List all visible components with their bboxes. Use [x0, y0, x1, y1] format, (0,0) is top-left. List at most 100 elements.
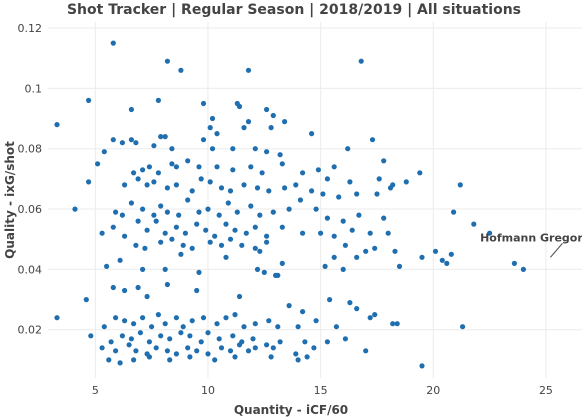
data-point[interactable]	[140, 315, 146, 321]
data-point[interactable]	[295, 324, 301, 330]
data-point[interactable]	[113, 348, 119, 354]
data-point[interactable]	[203, 227, 209, 233]
data-point[interactable]	[178, 67, 184, 73]
data-point[interactable]	[282, 185, 288, 191]
data-point[interactable]	[313, 206, 319, 212]
data-point[interactable]	[189, 245, 195, 251]
data-point[interactable]	[88, 333, 94, 339]
data-point[interactable]	[444, 260, 450, 266]
data-point[interactable]	[372, 312, 378, 318]
data-point[interactable]	[86, 179, 92, 185]
data-point[interactable]	[520, 266, 527, 272]
data-point[interactable]	[387, 185, 394, 191]
data-point[interactable]	[268, 125, 274, 131]
data-point[interactable]	[264, 233, 270, 239]
data-point[interactable]	[331, 233, 337, 239]
data-point[interactable]	[487, 230, 493, 236]
data-point[interactable]	[279, 224, 285, 230]
data-point[interactable]	[241, 125, 247, 131]
data-point[interactable]	[214, 131, 220, 137]
data-point[interactable]	[122, 287, 128, 294]
data-point[interactable]	[367, 315, 373, 321]
data-point[interactable]	[198, 339, 204, 345]
data-point[interactable]	[324, 176, 330, 182]
data-point[interactable]	[460, 324, 466, 330]
data-point[interactable]	[189, 318, 195, 324]
data-point[interactable]	[234, 209, 240, 215]
data-point[interactable]	[86, 97, 92, 103]
data-point[interactable]	[205, 351, 211, 357]
data-point[interactable]	[200, 100, 207, 107]
data-point[interactable]	[151, 179, 157, 185]
data-point[interactable]	[250, 336, 256, 342]
data-point[interactable]	[345, 146, 351, 152]
data-point[interactable]	[259, 170, 265, 176]
data-point[interactable]	[354, 191, 360, 197]
data-point[interactable]	[342, 336, 348, 342]
data-point[interactable]	[135, 176, 141, 182]
data-point[interactable]	[133, 140, 139, 146]
data-point[interactable]	[113, 315, 119, 321]
data-point[interactable]	[354, 306, 360, 312]
data-point[interactable]	[214, 164, 220, 170]
data-point[interactable]	[347, 179, 353, 185]
data-point[interactable]	[110, 40, 116, 46]
data-point[interactable]	[277, 152, 283, 158]
data-point[interactable]	[164, 58, 170, 64]
data-point[interactable]	[331, 254, 337, 260]
data-point[interactable]	[131, 357, 137, 363]
data-point[interactable]	[419, 254, 425, 260]
data-point[interactable]	[117, 360, 123, 366]
data-point[interactable]	[232, 227, 238, 233]
data-point[interactable]	[394, 321, 400, 327]
data-point[interactable]	[187, 354, 193, 360]
data-point[interactable]	[173, 224, 179, 230]
data-point[interactable]	[245, 348, 252, 354]
data-point[interactable]	[158, 203, 164, 209]
data-point[interactable]	[158, 239, 164, 245]
data-point[interactable]	[99, 230, 105, 236]
data-point[interactable]	[122, 318, 128, 324]
data-point[interactable]	[128, 106, 134, 113]
data-point[interactable]	[182, 230, 188, 236]
data-point[interactable]	[241, 182, 247, 188]
data-point[interactable]	[106, 357, 112, 363]
data-point[interactable]	[417, 170, 423, 176]
data-point[interactable]	[257, 248, 263, 254]
data-point[interactable]	[110, 137, 116, 143]
data-point[interactable]	[257, 212, 263, 218]
data-point[interactable]	[153, 218, 159, 224]
data-point[interactable]	[295, 357, 301, 363]
data-point[interactable]	[264, 149, 270, 155]
data-point[interactable]	[140, 266, 146, 272]
data-point[interactable]	[140, 206, 146, 212]
data-point[interactable]	[264, 342, 270, 348]
data-point[interactable]	[207, 179, 213, 185]
data-point[interactable]	[119, 333, 125, 339]
data-point[interactable]	[252, 245, 258, 251]
data-point[interactable]	[266, 318, 272, 324]
data-point[interactable]	[212, 233, 218, 239]
data-point[interactable]	[266, 188, 272, 194]
data-point[interactable]	[173, 182, 179, 188]
data-point[interactable]	[198, 176, 204, 182]
data-point[interactable]	[227, 348, 234, 354]
data-point[interactable]	[72, 206, 78, 212]
data-point[interactable]	[167, 357, 173, 363]
data-point[interactable]	[243, 230, 249, 236]
data-point[interactable]	[392, 248, 398, 254]
data-point[interactable]	[273, 272, 279, 278]
data-point[interactable]	[178, 330, 184, 336]
data-point[interactable]	[347, 300, 353, 306]
data-point[interactable]	[261, 269, 267, 275]
data-point[interactable]	[54, 122, 60, 128]
data-point[interactable]	[374, 191, 380, 197]
data-point[interactable]	[135, 218, 141, 224]
data-point[interactable]	[205, 206, 211, 212]
data-point[interactable]	[155, 312, 161, 318]
data-point[interactable]	[270, 209, 276, 215]
data-point[interactable]	[108, 339, 114, 345]
data-point[interactable]	[336, 194, 342, 200]
data-point[interactable]	[173, 164, 179, 170]
data-point[interactable]	[363, 348, 369, 354]
